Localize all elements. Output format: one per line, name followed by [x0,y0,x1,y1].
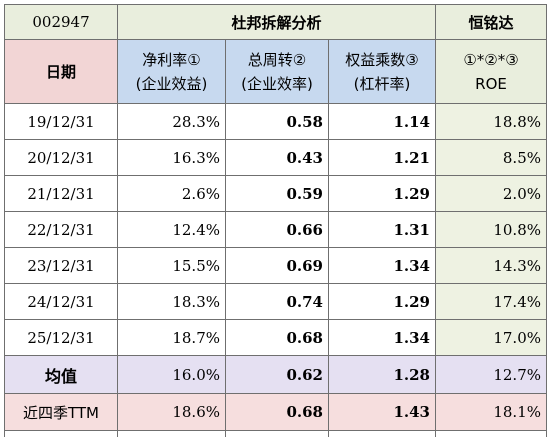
company-name: 恒铭达 [435,4,547,40]
row-equity-multiplier: 1.29 [328,175,436,212]
average-equity-multiplier: 1.28 [328,355,436,394]
table-title: 杜邦拆解分析 [117,4,436,40]
roe-header-line1: ①*②*③ [463,50,519,69]
row-date: 22/12/31 [4,211,118,248]
row-net-margin: 18.7% [117,319,226,356]
net-margin-header: 净利率① (企业效益) [117,39,226,104]
asset-turnover-header: 总周转② (企业效率) [225,39,329,104]
row-net-margin: 15.5% [117,247,226,284]
row-equity-multiplier: 1.29 [328,283,436,320]
row-net-margin: 12.4% [117,211,226,248]
equity-multiplier-header-line1: 权益乘数③ [345,50,419,69]
title-row: 002947 杜邦拆解分析 恒铭达 [4,4,547,40]
asset-turnover-header-line1: 总周转② [247,50,307,69]
footer-cell [328,430,436,437]
row-asset-turnover: 0.66 [225,211,329,248]
row-roe: 2.0% [435,175,547,212]
ttm-equity-multiplier: 1.43 [328,393,436,431]
asset-turnover-header-line2: (企业效率) [241,74,313,93]
row-asset-turnover: 0.59 [225,175,329,212]
row-date: 23/12/31 [4,247,118,284]
row-equity-multiplier: 1.31 [328,211,436,248]
row-asset-turnover: 0.69 [225,247,329,284]
row-equity-multiplier: 1.34 [328,319,436,356]
footer-cell [435,430,547,437]
table-footer-strip [4,430,547,437]
net-margin-header-line1: 净利率① [142,50,201,69]
row-equity-multiplier: 1.21 [328,139,436,176]
row-asset-turnover: 0.68 [225,319,329,356]
row-date: 19/12/31 [4,103,118,140]
footer-cell [225,430,329,437]
average-label: 均值 [4,355,118,394]
average-asset-turnover: 0.62 [225,355,329,394]
average-roe: 12.7% [435,355,547,394]
ttm-row: 近四季TTM 18.6% 0.68 1.43 18.1% [4,393,547,431]
roe-header-line2: ROE [475,74,507,93]
table-row: 21/12/31 2.6% 0.59 1.29 2.0% [4,175,547,212]
table-row: 23/12/31 15.5% 0.69 1.34 14.3% [4,247,547,284]
dupont-table: 002947 杜邦拆解分析 恒铭达 日期 净利率① (企业效益) 总周转② (企… [4,4,547,437]
row-net-margin: 16.3% [117,139,226,176]
row-roe: 14.3% [435,247,547,284]
row-asset-turnover: 0.58 [225,103,329,140]
row-roe: 10.8% [435,211,547,248]
row-equity-multiplier: 1.34 [328,247,436,284]
row-date: 21/12/31 [4,175,118,212]
row-date: 24/12/31 [4,283,118,320]
table-row: 19/12/31 28.3% 0.58 1.14 18.8% [4,103,547,140]
table-row: 25/12/31 18.7% 0.68 1.34 17.0% [4,319,547,356]
row-roe: 17.4% [435,283,547,320]
row-roe: 8.5% [435,139,547,176]
average-net-margin: 16.0% [117,355,226,394]
average-row: 均值 16.0% 0.62 1.28 12.7% [4,355,547,394]
footer-cell [117,430,226,437]
table-row: 20/12/31 16.3% 0.43 1.21 8.5% [4,139,547,176]
row-equity-multiplier: 1.14 [328,103,436,140]
row-date: 25/12/31 [4,319,118,356]
column-header-row: 日期 净利率① (企业效益) 总周转② (企业效率) 权益乘数③ (杠杆率) ①… [4,39,547,104]
net-margin-header-line2: (企业效益) [135,74,208,93]
equity-multiplier-header: 权益乘数③ (杠杆率) [328,39,436,104]
row-roe: 17.0% [435,319,547,356]
row-roe: 18.8% [435,103,547,140]
stock-code: 002947 [4,4,118,40]
row-net-margin: 28.3% [117,103,226,140]
row-asset-turnover: 0.74 [225,283,329,320]
date-column-header: 日期 [4,39,118,104]
ttm-asset-turnover: 0.68 [225,393,329,431]
ttm-net-margin: 18.6% [117,393,226,431]
table-row: 24/12/31 18.3% 0.74 1.29 17.4% [4,283,547,320]
roe-header: ①*②*③ ROE [435,39,547,104]
ttm-roe: 18.1% [435,393,547,431]
footer-cell [4,430,118,437]
row-asset-turnover: 0.43 [225,139,329,176]
table-row: 22/12/31 12.4% 0.66 1.31 10.8% [4,211,547,248]
equity-multiplier-header-line2: (杠杆率) [353,74,411,93]
ttm-label: 近四季TTM [4,393,118,431]
row-net-margin: 18.3% [117,283,226,320]
row-date: 20/12/31 [4,139,118,176]
row-net-margin: 2.6% [117,175,226,212]
